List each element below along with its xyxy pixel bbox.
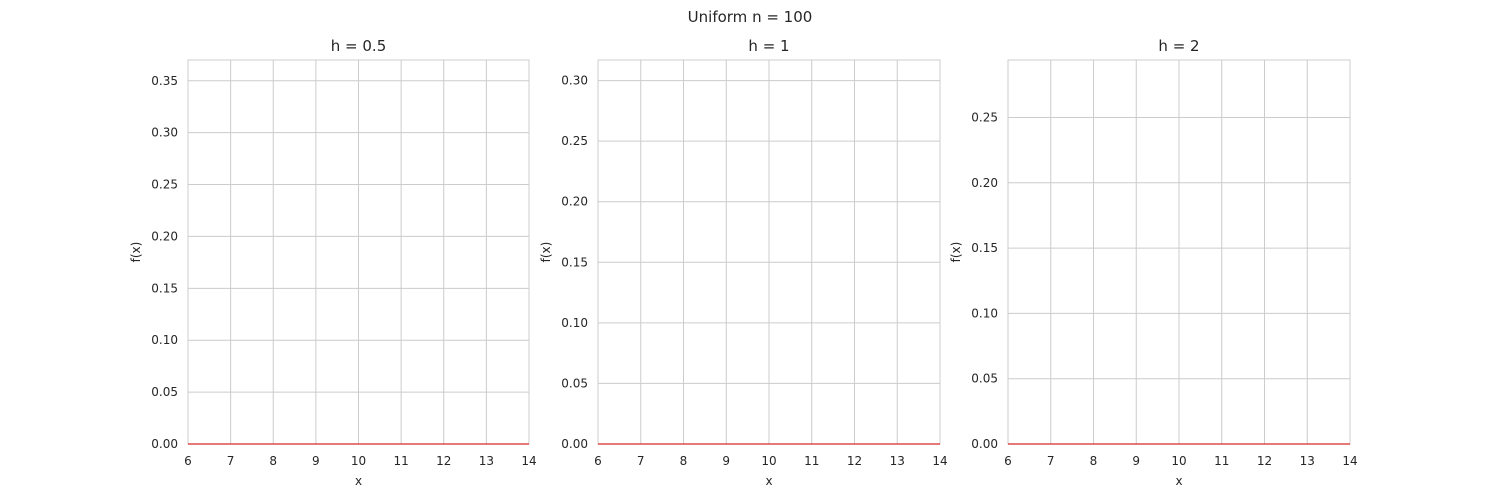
- x-tick-label: 6: [184, 454, 192, 468]
- x-axis-label: x: [355, 474, 362, 488]
- y-tick-label: 0.10: [561, 316, 588, 330]
- x-tick-label: 6: [594, 454, 602, 468]
- y-tick-label: 0.05: [561, 376, 588, 390]
- y-tick-label: 0.00: [151, 437, 178, 451]
- x-tick-label: 11: [393, 454, 408, 468]
- y-axis-label: f(x): [539, 242, 553, 263]
- x-tick-label: 8: [1090, 454, 1098, 468]
- y-tick-label: 0.15: [151, 281, 178, 295]
- y-tick-label: 0.15: [561, 255, 588, 269]
- x-tick-label: 13: [890, 454, 905, 468]
- x-tick-label: 9: [722, 454, 730, 468]
- y-tick-label: 0.25: [561, 134, 588, 148]
- x-tick-label: 14: [521, 454, 536, 468]
- y-tick-label: 0.00: [561, 437, 588, 451]
- subplot-1: 6 7 8 9 10 11 12 13 14 0.00 0.05 0.10 0.15 0.20 0.25 0.…: [129, 37, 537, 488]
- x-tick-label: 12: [436, 454, 451, 468]
- subplot-title: h = 1: [748, 37, 789, 55]
- x-tick-label: 6: [1004, 454, 1012, 468]
- x-axis-label: x: [1175, 474, 1182, 488]
- x-axis-label: x: [765, 474, 772, 488]
- x-tick-label: 7: [637, 454, 645, 468]
- x-tick-label: 10: [351, 454, 366, 468]
- y-tick-label: 0.15: [971, 241, 998, 255]
- x-tick-label: 12: [847, 454, 862, 468]
- y-tick-label: 0.30: [151, 126, 178, 140]
- y-tick-label: 0.35: [151, 74, 178, 88]
- subplot-panels: 6 7 8 9 10 11 12 13 14 0.00 0.05 0.10 0.15 0.20 0.25 0.…: [129, 37, 1358, 488]
- y-axis-label: f(x): [129, 242, 143, 263]
- y-tick-label: 0.05: [971, 372, 998, 386]
- y-axis-label: f(x): [949, 242, 963, 263]
- x-tick-label: 9: [1132, 454, 1140, 468]
- x-tick-label: 7: [1047, 454, 1055, 468]
- y-tick-label: 0.20: [561, 195, 588, 209]
- y-tick-label: 0.10: [971, 306, 998, 320]
- x-tick-label: 13: [479, 454, 494, 468]
- y-tick-label: 0.00: [971, 437, 998, 451]
- subplot-title: h = 2: [1158, 37, 1199, 55]
- y-tick-label: 0.10: [151, 333, 178, 347]
- x-tick-label: 14: [932, 454, 947, 468]
- y-tick-label: 0.25: [151, 178, 178, 192]
- x-tick-label: 13: [1300, 454, 1315, 468]
- x-tick-label: 8: [269, 454, 277, 468]
- x-tick-label: 7: [227, 454, 235, 468]
- y-tick-label: 0.20: [151, 229, 178, 243]
- subplot-title: h = 0.5: [331, 37, 386, 55]
- x-tick-label: 14: [1342, 454, 1357, 468]
- x-tick-label: 10: [761, 454, 776, 468]
- x-tick-label: 12: [1257, 454, 1272, 468]
- y-tick-label: 0.30: [561, 74, 588, 88]
- x-tick-label: 9: [312, 454, 320, 468]
- subplot-2: 6 7 8 9 10 11 12 13 14 0.00 0.05 0.10 0.15 0.20 0.25 0.…: [539, 37, 948, 488]
- x-tick-label: 11: [804, 454, 819, 468]
- subplot-3: 6 7 8 9 10 11 12 13 14 0.00 0.05 0.10 0.15 0.20 0.25 h …: [949, 37, 1358, 488]
- y-tick-label: 0.20: [971, 176, 998, 190]
- x-tick-label: 11: [1214, 454, 1229, 468]
- y-tick-label: 0.05: [151, 385, 178, 399]
- x-tick-label: 8: [680, 454, 688, 468]
- y-tick-label: 0.25: [971, 110, 998, 124]
- figure-title: Uniform n = 100: [688, 8, 813, 26]
- x-tick-label: 10: [1171, 454, 1186, 468]
